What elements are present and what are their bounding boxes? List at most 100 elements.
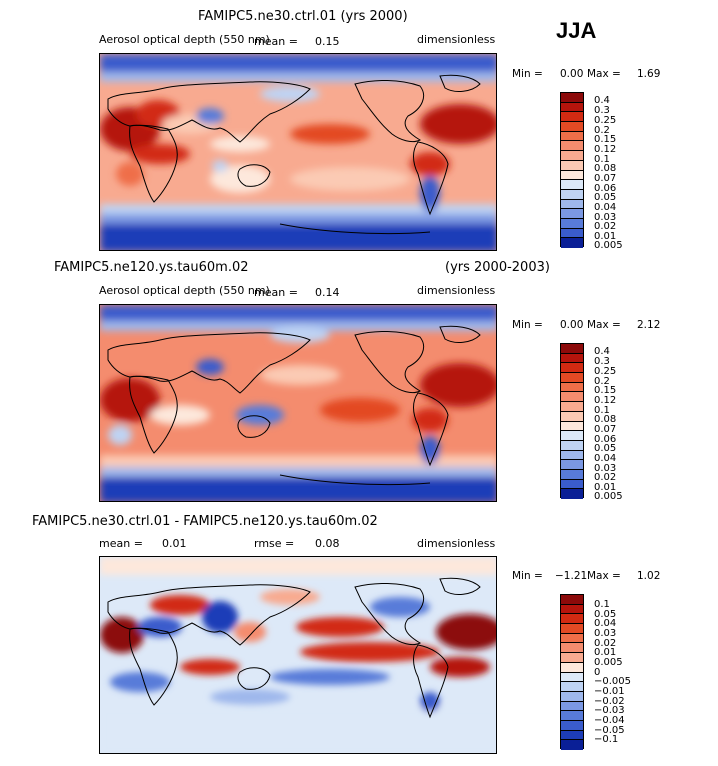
colorbar-swatch: [561, 740, 583, 750]
colorbar-swatch: [561, 440, 583, 451]
colorbar-swatch: [561, 363, 583, 374]
colorbar-swatch: [561, 373, 583, 383]
colorbar-swatch: [561, 218, 583, 229]
colorbar-tick: 0.06: [594, 434, 617, 445]
colorbar-swatch: [561, 643, 583, 654]
colorbar-tick: 0.15: [594, 385, 617, 396]
colorbar-tick: 0.05: [594, 192, 617, 203]
colorbar-tick: 0.2: [594, 125, 610, 136]
colorbar-swatch: [561, 672, 583, 683]
colorbar-swatch: [561, 450, 583, 461]
colorbar-swatch: [561, 353, 583, 364]
min-value: −1.21: [555, 570, 588, 582]
units-label: dimensionless: [417, 33, 496, 46]
colorbar-ne120: [560, 343, 584, 499]
colorbar-swatch: [561, 122, 583, 132]
colorbar-swatch: [561, 595, 583, 605]
colorbar-swatch: [561, 199, 583, 210]
colorbar-tick: 0.07: [594, 173, 617, 184]
colorbar-tick: 0.02: [594, 221, 617, 232]
colorbar-tick: 0.1: [594, 599, 610, 610]
colorbar-swatch: [561, 402, 583, 412]
min-value: 0.00: [560, 319, 584, 331]
colorbar-swatch: [561, 682, 583, 692]
rmse-label: rmse =: [254, 537, 295, 550]
colorbar-swatch: [561, 392, 583, 403]
colorbar-swatch: [561, 730, 583, 741]
colorbar-tick: 0.005: [594, 491, 623, 502]
colorbar-swatch: [561, 701, 583, 712]
colorbar-swatch: [561, 421, 583, 432]
colorbar-tick: 0.01: [594, 647, 617, 658]
panel-title: FAMIPC5.ne30.ctrl.01 (yrs 2000): [198, 9, 408, 24]
colorbar-tick: 0.12: [594, 395, 617, 406]
mean-label: mean =: [254, 286, 298, 299]
colorbar-tick: 0.08: [594, 163, 617, 174]
max-value: 1.02: [637, 570, 661, 582]
colorbar-tick: 0.07: [594, 424, 617, 435]
colorbar-ctrl: [560, 92, 584, 248]
variable-label: Aerosol optical depth (550 nm): [99, 33, 270, 46]
panel-title: FAMIPC5.ne120.ys.tau60m.02: [54, 260, 249, 275]
colorbar-swatch: [561, 633, 583, 644]
aod-map-ctrl-plot: [100, 54, 496, 250]
min-value: 0.00: [560, 68, 584, 80]
colorbar-swatch: [561, 479, 583, 490]
colorbar-tick: 0.15: [594, 134, 617, 145]
max-value: 2.12: [637, 319, 661, 331]
mean-value: 0.14: [315, 286, 340, 299]
colorbar-tick: 0.03: [594, 628, 617, 639]
colorbar-swatch: [561, 614, 583, 625]
colorbar-swatch: [561, 653, 583, 663]
colorbar-tick: −0.04: [594, 715, 625, 726]
rmse-value: 0.08: [315, 537, 340, 550]
colorbar-swatch: [561, 469, 583, 480]
colorbar-tick: −0.005: [594, 676, 632, 687]
colorbar-tick: 0.12: [594, 144, 617, 155]
colorbar-tick: 0.2: [594, 376, 610, 387]
season-label: JJA: [556, 18, 597, 43]
colorbar-swatch: [561, 102, 583, 113]
colorbar-swatch: [561, 170, 583, 181]
colorbar-swatch: [561, 691, 583, 702]
variable-label: Aerosol optical depth (550 nm): [99, 284, 270, 297]
colorbar-swatch: [561, 180, 583, 190]
mean-label: mean =: [254, 35, 298, 48]
max-label: Max =: [587, 68, 621, 80]
colorbar-tick: 0.02: [594, 472, 617, 483]
max-label: Max =: [587, 570, 621, 582]
colorbar-swatch: [561, 711, 583, 721]
colorbar-tick: 0.3: [594, 105, 610, 116]
colorbar-tick: −0.02: [594, 696, 625, 707]
mean-value: 0.01: [162, 537, 187, 550]
colorbar-tick: −0.03: [594, 705, 625, 716]
colorbar-swatch: [561, 431, 583, 441]
colorbar-swatch: [561, 151, 583, 161]
colorbar-swatch: [561, 489, 583, 499]
colorbar-tick: 0.25: [594, 115, 617, 126]
colorbar-tick: 0.005: [594, 657, 623, 668]
colorbar-swatch: [561, 720, 583, 731]
colorbar-tick: 0.05: [594, 609, 617, 620]
colorbar-tick: 0.4: [594, 346, 610, 357]
colorbar-tick: −0.1: [594, 734, 619, 745]
colorbar-swatch: [561, 189, 583, 200]
colorbar-swatch: [561, 460, 583, 470]
colorbar-swatch: [561, 131, 583, 142]
max-label: Max =: [587, 319, 621, 331]
aod-map-ne120-plot: [100, 305, 496, 501]
aod-map-ctrl: [99, 53, 497, 251]
aod-map-ne120: [99, 304, 497, 502]
colorbar-tick: 0.25: [594, 366, 617, 377]
colorbar-swatch: [561, 141, 583, 152]
colorbar-tick: 0.04: [594, 618, 617, 629]
colorbar-tick: 0.04: [594, 202, 617, 213]
panel-title-years: (yrs 2000-2003): [445, 260, 550, 275]
colorbar-swatch: [561, 228, 583, 239]
colorbar-tick: 0.05: [594, 443, 617, 454]
colorbar-swatch: [561, 93, 583, 103]
colorbar-tick: −0.05: [594, 725, 625, 736]
colorbar-swatch: [561, 382, 583, 393]
colorbar-tick: 0.03: [594, 463, 617, 474]
colorbar-swatch: [561, 662, 583, 673]
